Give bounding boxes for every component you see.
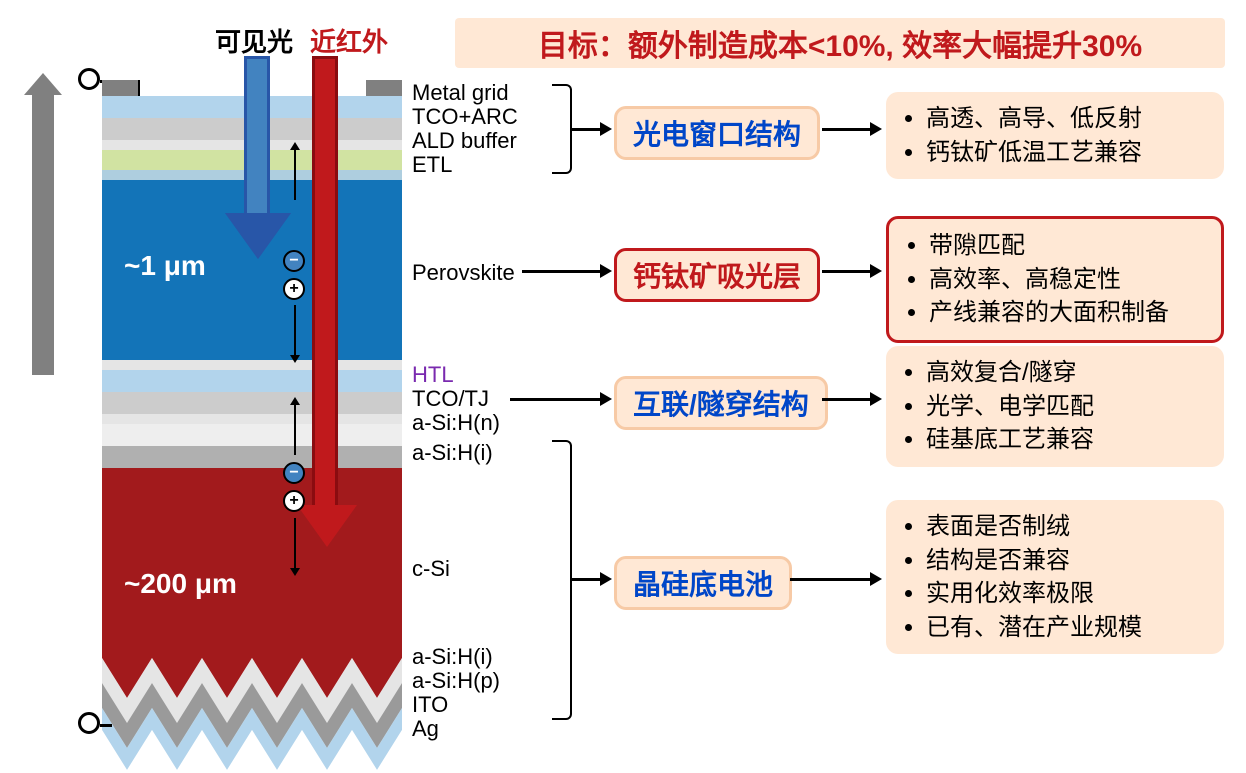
arrow-to-window	[572, 128, 602, 131]
feat-window-0: 高透、高导、低反射	[926, 102, 1208, 136]
layer-spacer	[102, 414, 402, 424]
visible-arrow-icon	[244, 56, 270, 226]
feat-absorber-2: 产线兼容的大面积制备	[929, 296, 1205, 330]
label-tco-tj: TCO/TJ	[412, 386, 489, 412]
carrier-pos-1: +	[283, 278, 305, 300]
arrow-to-absorber	[522, 270, 602, 273]
label-asi-n: a-Si:H(n)	[412, 410, 500, 436]
feat-interconnect-2: 硅基底工艺兼容	[926, 423, 1208, 457]
bracket-bottom	[552, 440, 572, 720]
arrow-to-interconnect	[510, 398, 602, 401]
label-csi: c-Si	[412, 556, 450, 582]
csi-thickness: ~200 μm	[124, 568, 237, 600]
nir-arrow-icon	[312, 56, 338, 511]
cat-absorber: 钙钛矿吸光层	[614, 248, 820, 302]
layer-tco-tj	[102, 370, 402, 392]
feat-interconnect: 高效复合/隧穿 光学、电学匹配 硅基底工艺兼容	[886, 346, 1224, 467]
cat-interconnect: 互联/隧穿结构	[614, 376, 828, 430]
feat-absorber: 带隙匹配 高效率、高稳定性 产线兼容的大面积制备	[886, 216, 1224, 343]
label-asi-p: a-Si:H(p)	[412, 668, 500, 694]
nir-arrow-head-icon	[297, 505, 357, 547]
feat-window-1: 钙钛矿低温工艺兼容	[926, 136, 1208, 170]
top-electrode-icon	[78, 68, 100, 90]
carrier-arrow-up-1	[294, 150, 296, 200]
arrow-absorber-feat	[822, 270, 872, 273]
label-perovskite: Perovskite	[412, 260, 515, 286]
arrow-bottom-feat	[790, 578, 872, 581]
label-htl: HTL	[412, 362, 454, 388]
layer-csi: ~200 μm	[102, 468, 402, 658]
feat-interconnect-1: 光学、电学匹配	[926, 390, 1208, 424]
feat-bottom-2: 实用化效率极限	[926, 577, 1208, 611]
label-asi-i-top: a-Si:H(i)	[412, 440, 493, 466]
arrow-window-feat	[822, 128, 872, 131]
layer-asi-i	[102, 446, 402, 468]
feat-absorber-0: 带隙匹配	[929, 229, 1205, 263]
bracket-window	[552, 84, 572, 174]
visible-light-label: 可见光	[215, 22, 293, 59]
diagram-canvas: 目标：额外制造成本<10%, 效率大幅提升30% 可见光 近红外 沉积顺序 ~1…	[0, 0, 1246, 769]
feat-interconnect-0: 高效复合/隧穿	[926, 356, 1208, 390]
arrow-to-bottom	[572, 578, 602, 581]
feat-bottom-3: 已有、潜在产业规模	[926, 611, 1208, 645]
label-etl: ETL	[412, 152, 452, 178]
carrier-arrow-down-1	[294, 305, 296, 355]
visible-arrow-head-icon	[228, 216, 288, 258]
feat-bottom: 表面是否制绒 结构是否兼容 实用化效率极限 已有、潜在产业规模	[886, 500, 1224, 654]
title-banner: 目标：额外制造成本<10%, 效率大幅提升30%	[455, 18, 1225, 68]
label-asi-i-bot: a-Si:H(i)	[412, 644, 493, 670]
label-ag: Ag	[412, 716, 439, 742]
layer-asi-top	[102, 424, 402, 446]
arrow-interconnect-feat	[822, 398, 872, 401]
deposition-arrow	[32, 95, 54, 375]
bottom-electrode-wire	[100, 724, 112, 727]
carrier-arrow-up-2	[294, 405, 296, 455]
cat-bottom: 晶硅底电池	[614, 556, 792, 610]
layer-asi-n	[102, 392, 402, 414]
label-metal-grid: Metal grid	[412, 80, 509, 106]
carrier-neg-2: −	[283, 462, 305, 484]
feat-bottom-0: 表面是否制绒	[926, 510, 1208, 544]
feat-absorber-1: 高效率、高稳定性	[929, 263, 1205, 297]
layer-textured-bottom	[102, 658, 402, 773]
carrier-pos-2: +	[283, 490, 305, 512]
nir-light-label: 近红外	[310, 22, 388, 59]
label-tco-arc: TCO+ARC	[412, 104, 518, 130]
label-ito: ITO	[412, 692, 448, 718]
layer-htl-a	[102, 360, 402, 370]
feat-bottom-1: 结构是否兼容	[926, 544, 1208, 578]
deposition-label: 沉积顺序	[0, 106, 6, 210]
feat-window: 高透、高导、低反射 钙钛矿低温工艺兼容	[886, 92, 1224, 179]
cat-window: 光电窗口结构	[614, 106, 820, 160]
label-ald: ALD buffer	[412, 128, 517, 154]
bottom-electrode-icon	[78, 712, 100, 734]
carrier-neg-1: −	[283, 250, 305, 272]
carrier-arrow-down-2	[294, 518, 296, 568]
perovskite-thickness: ~1 μm	[124, 250, 206, 282]
